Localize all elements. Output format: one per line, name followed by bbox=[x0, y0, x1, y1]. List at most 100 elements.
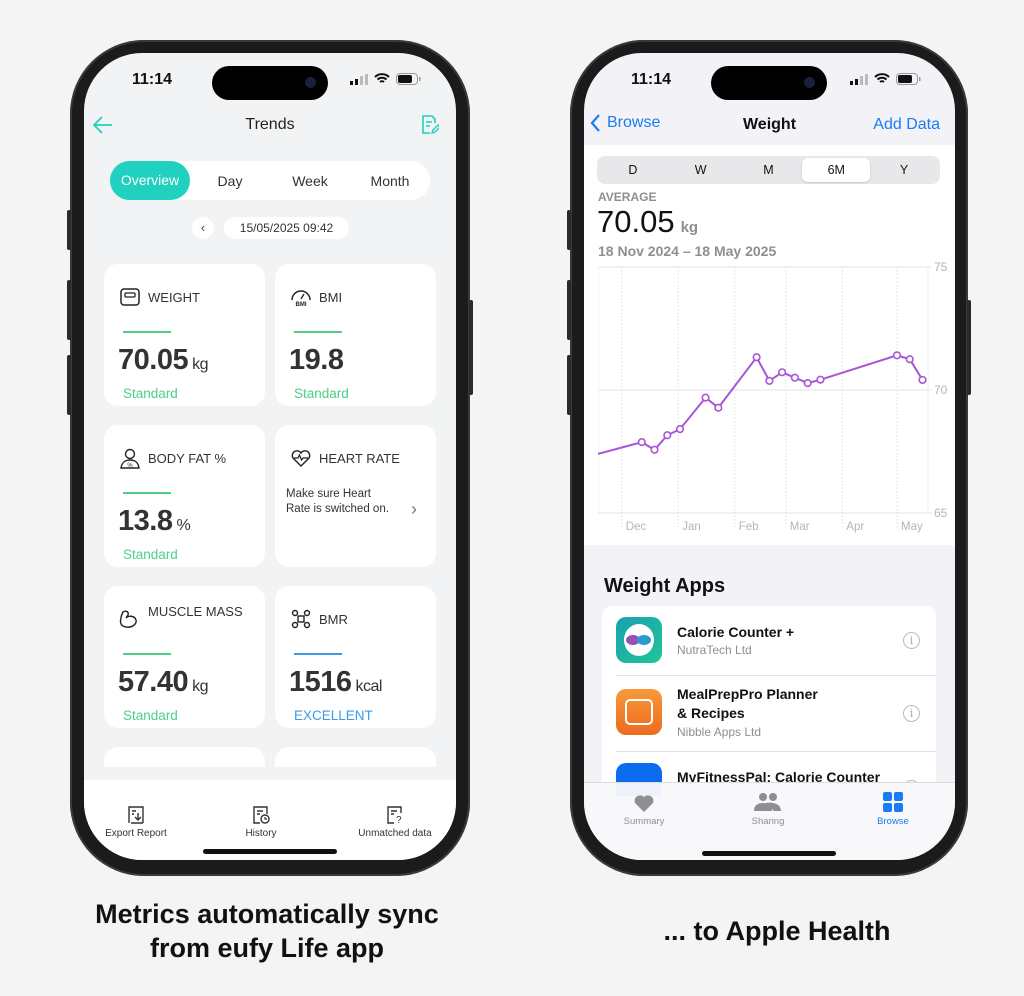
data-point bbox=[803, 379, 812, 388]
divider bbox=[616, 675, 936, 676]
scale-icon bbox=[120, 288, 140, 306]
history-button[interactable]: History bbox=[206, 806, 316, 839]
previous-date-button[interactable]: ‹ bbox=[192, 217, 214, 239]
y-tick-label: 70 bbox=[934, 383, 948, 397]
side-button bbox=[67, 280, 71, 340]
add-data-button[interactable]: Add Data bbox=[873, 116, 940, 133]
data-point bbox=[790, 373, 800, 382]
tab-day[interactable]: Day bbox=[217, 172, 243, 189]
divider bbox=[616, 751, 936, 752]
export-report-button[interactable]: Export Report bbox=[84, 806, 191, 839]
app-name: MealPrepPro Planner & Recipes bbox=[677, 686, 818, 721]
tab-browse[interactable]: Browse bbox=[848, 791, 938, 827]
app-row[interactable]: Calorie Counter + NutraTech Ltd i bbox=[602, 606, 936, 675]
card-value: 57.40 kg bbox=[118, 666, 208, 698]
card-label: BMI bbox=[319, 290, 343, 305]
wifi-icon bbox=[874, 73, 890, 83]
info-icon[interactable]: i bbox=[903, 632, 920, 649]
period-tabs: Overview Day Week Month bbox=[110, 161, 430, 200]
status-bar bbox=[294, 653, 342, 655]
average-label: AVERAGE bbox=[598, 190, 657, 204]
svg-text:?: ? bbox=[396, 815, 402, 824]
chevron-left-icon bbox=[590, 114, 600, 132]
heart-rate-card[interactable]: HEART RATE Make sure Heart Rate is switc… bbox=[275, 425, 436, 567]
info-icon[interactable]: i bbox=[903, 705, 920, 722]
bmi-gauge-icon: BMI bbox=[291, 290, 311, 308]
chart-panel bbox=[584, 145, 955, 545]
tab-month[interactable]: Month bbox=[370, 172, 410, 189]
app-name: Calorie Counter + bbox=[677, 624, 795, 640]
apple-health-weight-screen: 11:14 Browse Weight Add Data D W M 6M Y … bbox=[584, 53, 955, 860]
wifi-icon bbox=[374, 73, 390, 83]
card-value: 1516 kcal bbox=[289, 666, 382, 698]
battery-icon bbox=[396, 73, 421, 85]
grid-icon bbox=[883, 792, 903, 812]
weight-chart[interactable]: 75 70 65 Dec Jan Feb Mar Apr May bbox=[598, 262, 955, 542]
range-y[interactable]: Y bbox=[899, 163, 909, 177]
mealpreppro-app-icon bbox=[616, 689, 662, 735]
weight-apps-list: Calorie Counter + NutraTech Ltd i MealPr… bbox=[602, 606, 936, 796]
dynamic-island bbox=[212, 66, 328, 100]
data-point bbox=[918, 375, 927, 385]
side-button bbox=[469, 300, 473, 395]
heart-icon bbox=[634, 795, 654, 812]
status-bar bbox=[123, 492, 171, 494]
side-button bbox=[567, 280, 571, 340]
dynamic-island bbox=[711, 66, 827, 100]
status-bar bbox=[294, 331, 342, 333]
status-time: 11:14 bbox=[132, 71, 173, 88]
tab-summary[interactable]: Summary bbox=[599, 791, 689, 827]
svg-text:%: % bbox=[127, 463, 133, 469]
y-tick-label: 75 bbox=[934, 262, 948, 274]
x-tick-label: May bbox=[901, 521, 923, 533]
y-tick-label: 65 bbox=[934, 506, 948, 520]
status-bar bbox=[123, 653, 171, 655]
bmr-card[interactable]: BMR 1516 kcal EXCELLENT bbox=[275, 586, 436, 728]
status-icons bbox=[350, 73, 421, 85]
bmr-icon bbox=[291, 609, 311, 629]
range-m[interactable]: M bbox=[763, 163, 774, 177]
card-value: 70.05 kg bbox=[118, 344, 208, 376]
data-point bbox=[752, 353, 761, 362]
card-status: Standard bbox=[123, 547, 178, 562]
range-d[interactable]: D bbox=[628, 163, 638, 177]
heart-rate-icon bbox=[291, 450, 311, 467]
tab-overview[interactable]: Overview bbox=[110, 161, 190, 200]
tab-week[interactable]: Week bbox=[292, 172, 328, 189]
back-button[interactable]: Browse bbox=[590, 114, 660, 132]
range-6m[interactable]: 6M bbox=[802, 158, 871, 182]
nutracheck-app-icon bbox=[616, 617, 662, 663]
left-caption: Metrics automatically sync from eufy Life… bbox=[95, 899, 439, 963]
body-fat-icon: % bbox=[120, 448, 140, 469]
card-label: HEART RATE bbox=[319, 451, 400, 466]
tab-sharing[interactable]: Sharing bbox=[723, 791, 813, 827]
data-point bbox=[675, 425, 685, 434]
card-status: Standard bbox=[294, 386, 349, 401]
chevron-right-icon[interactable]: › bbox=[411, 499, 417, 519]
date-display[interactable]: 15/05/2025 09:42 bbox=[224, 217, 349, 239]
edit-report-icon[interactable] bbox=[421, 115, 439, 135]
average-value: 70.05 kg bbox=[597, 204, 699, 239]
weight-card[interactable]: WEIGHT 70.05 kg Standard bbox=[104, 264, 265, 406]
app-developer: Nibble Apps Ltd bbox=[677, 725, 762, 739]
bmi-card[interactable]: BMI BMI 19.8 Standard bbox=[275, 264, 436, 406]
card-status: Standard bbox=[123, 386, 178, 401]
heart-rate-message: Make sure Heart Rate is switched on. bbox=[286, 488, 389, 515]
side-button bbox=[67, 355, 71, 415]
app-row[interactable]: MealPrepPro Planner & Recipes Nibble App… bbox=[602, 676, 936, 751]
home-indicator bbox=[702, 851, 836, 856]
unmatched-data-button[interactable]: ? Unmatched data bbox=[340, 806, 450, 839]
partial-card bbox=[275, 747, 436, 767]
eufy-trends-screen: 11:14 Trends Overview Day Week Month ‹ 1… bbox=[84, 53, 456, 860]
range-w[interactable]: W bbox=[694, 163, 707, 177]
signal-icon bbox=[350, 73, 368, 85]
body-fat-card[interactable]: % BODY FAT % 13.8% Standard bbox=[104, 425, 265, 567]
x-tick-label: Dec bbox=[626, 521, 647, 533]
muscle-mass-card[interactable]: MUSCLE MASS 57.40 kg Standard bbox=[104, 586, 265, 728]
arrow-left-icon[interactable] bbox=[93, 116, 113, 134]
card-label: WEIGHT bbox=[148, 290, 200, 305]
x-tick-label: Mar bbox=[790, 521, 810, 533]
card-value: 19.8 bbox=[289, 344, 344, 376]
partial-card bbox=[104, 747, 265, 767]
weight-line bbox=[598, 354, 924, 455]
